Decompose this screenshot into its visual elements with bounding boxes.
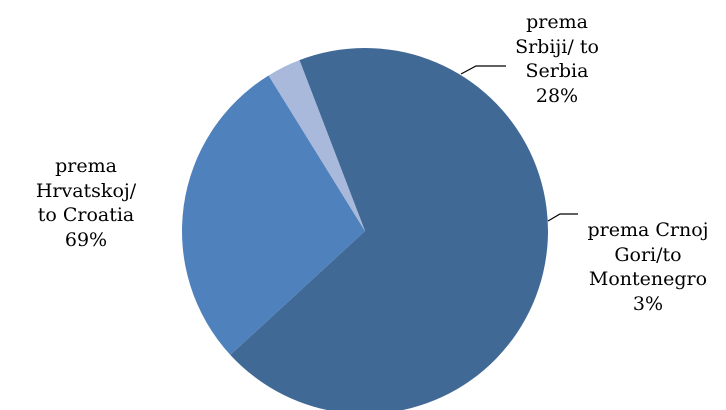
data-label-croatia-line3: to Croatia xyxy=(37,204,135,226)
data-label-montenegro-line3: Montenegro xyxy=(588,268,708,290)
data-label-serbia-line2: Srbiji/ to xyxy=(515,35,599,58)
leader-line-montenegro xyxy=(547,213,578,222)
leader-line-serbia xyxy=(460,65,506,75)
pie-slice-serbia xyxy=(181,75,365,355)
data-label-serbia-line3: Serbia xyxy=(525,60,589,82)
data-label-croatia-percent: 69% xyxy=(64,228,108,251)
pie-slice-montenegro xyxy=(268,60,365,232)
data-label-montenegro-line1: prema Crnoj xyxy=(587,219,709,241)
data-label-croatia: prema Hrvatskoj/ to Croatia 69% xyxy=(0,154,172,252)
data-label-montenegro: prema Crnoj Gori/to Montenegro 3% xyxy=(570,218,726,316)
pie-slice-croatia xyxy=(230,47,548,410)
data-label-croatia-line2: Hrvatskoj/ xyxy=(35,179,137,202)
data-label-serbia-line1: prema xyxy=(526,11,588,33)
data-label-montenegro-line2: Gori/to xyxy=(614,243,682,266)
data-label-serbia-percent: 28% xyxy=(535,84,579,107)
data-label-serbia: prema Srbiji/ to Serbia 28% xyxy=(490,10,624,108)
data-label-montenegro-percent: 3% xyxy=(632,292,664,315)
data-label-croatia-line1: prema xyxy=(55,155,117,177)
